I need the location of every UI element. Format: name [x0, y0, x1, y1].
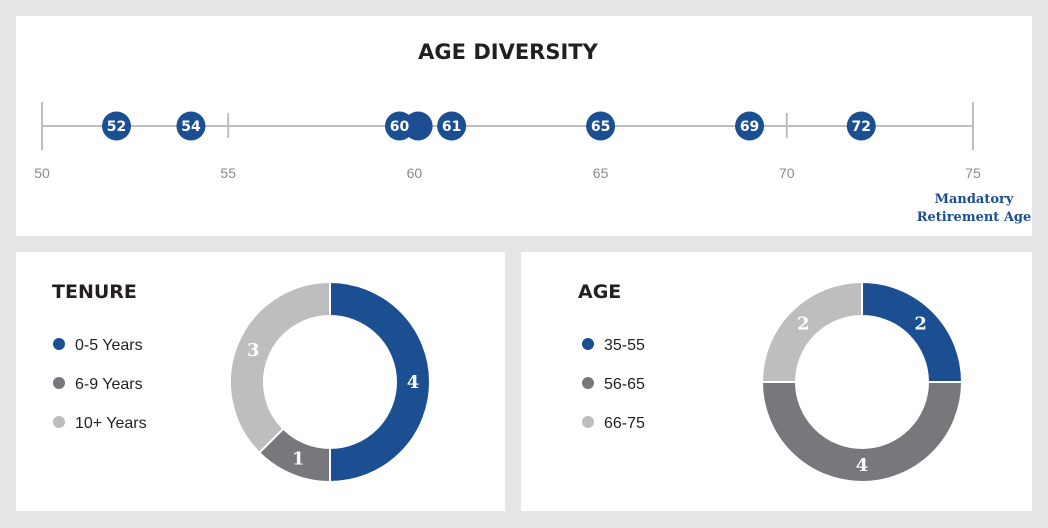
chart-title: AGE DIVERSITY	[418, 40, 598, 64]
tick-label: 60	[407, 165, 423, 181]
data-point	[176, 111, 206, 141]
data-point	[846, 111, 876, 141]
tick-label: 75	[965, 165, 981, 181]
annotation-line-1: Mandatory	[935, 192, 1014, 207]
legend-marker	[582, 377, 594, 389]
data-label: 54	[181, 119, 201, 135]
legend-label: 56-65	[604, 376, 645, 393]
legend-marker	[53, 338, 65, 350]
age-panel: AGE 35-55 56-65 66-75 2 4 2	[521, 252, 1032, 511]
legend-marker	[582, 416, 594, 428]
donut-slice	[229, 280, 331, 455]
slice-label: 2	[914, 313, 927, 334]
slice-label: 4	[407, 372, 420, 393]
tick-label: 55	[220, 165, 236, 181]
legend-marker	[582, 338, 594, 350]
slice-label: 4	[856, 455, 869, 476]
donut-slice	[861, 280, 964, 383]
age-chart: AGE 35-55 56-65 66-75 2 4 2	[578, 280, 964, 483]
legend-label: 66-75	[604, 415, 645, 432]
legend-marker	[53, 377, 65, 389]
donut-slice	[760, 381, 964, 483]
data-point	[385, 111, 415, 141]
slice-label: 3	[247, 340, 260, 361]
legend: 0-5 Years 6-9 Years 10+ Years	[53, 337, 147, 432]
tenure-chart: TENURE 0-5 Years 6-9 Years 10+ Years 4 1 3	[52, 280, 431, 484]
legend-marker	[53, 416, 65, 428]
tick-label: 50	[34, 165, 50, 181]
annotation-line-2: Retirement Age	[917, 210, 1032, 225]
legend-label: 6-9 Years	[75, 376, 143, 393]
donut-slice	[329, 280, 431, 484]
data-point	[586, 111, 616, 141]
data-point	[735, 111, 765, 141]
tick-label: 65	[593, 165, 609, 181]
data-label: 52	[107, 119, 126, 135]
data-label: 65	[591, 119, 610, 135]
slice-label: 2	[797, 313, 810, 334]
data-label: 61	[442, 119, 461, 135]
legend-label: 10+ Years	[75, 415, 147, 432]
legend-label: 0-5 Years	[75, 337, 143, 354]
tenure-panel: TENURE 0-5 Years 6-9 Years 10+ Years 4 1 3	[16, 252, 505, 511]
data-label: 72	[852, 119, 871, 135]
slice-label: 1	[292, 449, 305, 470]
data-label: 69	[740, 119, 759, 135]
legend: 35-55 56-65 66-75	[582, 337, 645, 432]
data-point	[437, 111, 467, 141]
data-point	[101, 111, 131, 141]
chart-title: TENURE	[52, 281, 137, 303]
donut: 2 4 2	[760, 280, 964, 483]
donut-slice	[760, 280, 863, 383]
data-label: 60	[390, 119, 410, 135]
age-diversity-panel: AGE DIVERSITY 50 55 60 65 70 75 52 54 60 61 65 69 7…	[16, 16, 1032, 236]
tick-label: 70	[779, 165, 795, 181]
donut: 4 1 3	[229, 280, 431, 484]
age-diversity-chart: AGE DIVERSITY 50 55 60 65 70 75 52 54 60 61 65 69 7…	[34, 40, 1032, 225]
legend-label: 35-55	[604, 337, 645, 354]
chart-title: AGE	[578, 281, 621, 303]
